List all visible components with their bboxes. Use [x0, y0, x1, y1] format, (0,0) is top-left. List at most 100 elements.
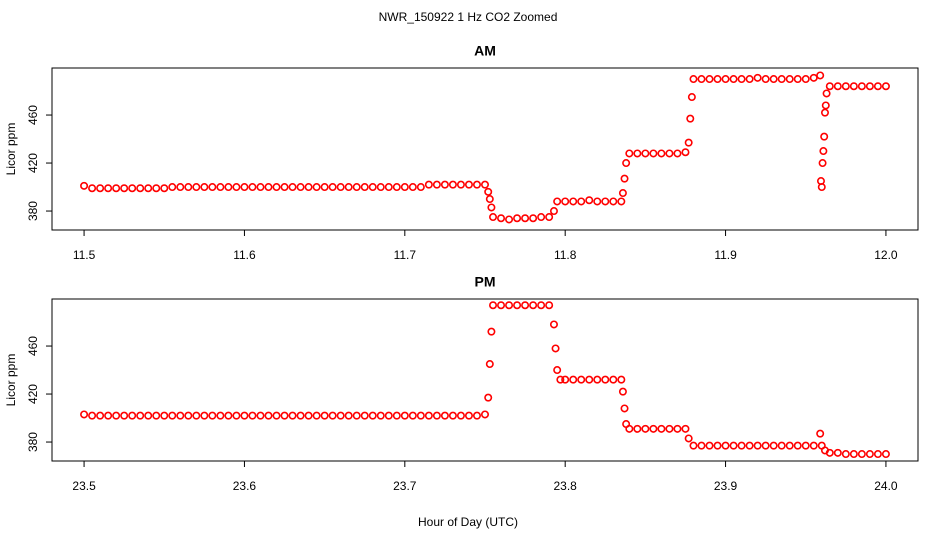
x-tick-label: 23.6	[233, 479, 257, 493]
point	[288, 183, 297, 192]
point	[801, 441, 810, 450]
point	[857, 82, 866, 91]
point	[456, 411, 465, 420]
point	[769, 441, 778, 450]
point	[513, 214, 522, 223]
x-tick-label: 23.9	[714, 479, 738, 493]
point	[687, 93, 696, 102]
point	[160, 411, 169, 420]
point	[620, 174, 629, 183]
point	[360, 411, 369, 420]
point	[272, 183, 281, 192]
point	[553, 197, 562, 206]
point	[416, 411, 425, 420]
point	[336, 183, 345, 192]
x-axis-label: Hour of Day (UTC)	[418, 515, 518, 529]
point	[505, 215, 514, 224]
point	[505, 301, 514, 310]
point	[553, 366, 562, 375]
point	[769, 75, 778, 84]
point	[384, 183, 393, 192]
point	[484, 187, 493, 196]
point	[713, 75, 722, 84]
point	[464, 411, 473, 420]
point	[472, 411, 481, 420]
plot-frame	[51, 298, 919, 462]
point	[865, 450, 874, 459]
point	[368, 411, 377, 420]
point	[248, 183, 257, 192]
point	[96, 184, 105, 193]
point	[312, 411, 321, 420]
point	[400, 183, 409, 192]
point	[549, 207, 558, 216]
point	[184, 183, 193, 192]
point	[112, 411, 121, 420]
point	[168, 183, 177, 192]
point	[618, 189, 627, 198]
point	[633, 149, 642, 158]
point	[577, 197, 586, 206]
point	[785, 441, 794, 450]
point	[408, 183, 417, 192]
point	[424, 411, 433, 420]
point	[320, 411, 329, 420]
point	[208, 411, 217, 420]
x-tick-label: 11.8	[554, 248, 577, 262]
point	[456, 180, 465, 189]
point	[737, 441, 746, 450]
point	[721, 441, 730, 450]
y-tick-label: 460	[26, 105, 40, 125]
point	[665, 424, 674, 433]
point	[120, 411, 129, 420]
point	[673, 424, 682, 433]
point	[264, 411, 273, 420]
point	[232, 183, 241, 192]
point	[601, 197, 610, 206]
point	[841, 82, 850, 91]
point	[556, 375, 565, 384]
point	[440, 411, 449, 420]
point	[713, 441, 722, 450]
point	[801, 75, 810, 84]
x-tick-label: 11.5	[73, 248, 96, 262]
point	[485, 360, 494, 369]
point	[208, 183, 217, 192]
x-tick-label: 11.7	[394, 248, 417, 262]
point	[448, 180, 457, 189]
point	[256, 411, 265, 420]
point	[821, 101, 830, 110]
point	[408, 411, 417, 420]
point	[144, 184, 153, 193]
point	[537, 301, 546, 310]
point	[825, 448, 834, 457]
point	[176, 183, 185, 192]
point	[344, 411, 353, 420]
point	[232, 411, 241, 420]
point	[809, 441, 818, 450]
point	[497, 301, 506, 310]
point	[577, 375, 586, 384]
point	[777, 441, 786, 450]
point	[392, 411, 401, 420]
point	[705, 75, 714, 84]
point	[368, 183, 377, 192]
point	[448, 411, 457, 420]
point	[96, 411, 105, 420]
point	[296, 411, 305, 420]
point	[873, 450, 882, 459]
point	[312, 183, 321, 192]
figure-title: NWR_150922 1 Hz CO2 Zoomed	[379, 10, 558, 24]
x-tick-label: 23.7	[393, 479, 417, 493]
point	[681, 148, 690, 157]
point	[80, 410, 89, 419]
x-tick-label: 24.0	[874, 479, 898, 493]
point	[625, 424, 634, 433]
point	[88, 411, 97, 420]
point	[136, 411, 145, 420]
point	[684, 434, 693, 443]
point	[593, 197, 602, 206]
point	[841, 450, 850, 459]
point	[881, 82, 890, 91]
point	[761, 75, 770, 84]
